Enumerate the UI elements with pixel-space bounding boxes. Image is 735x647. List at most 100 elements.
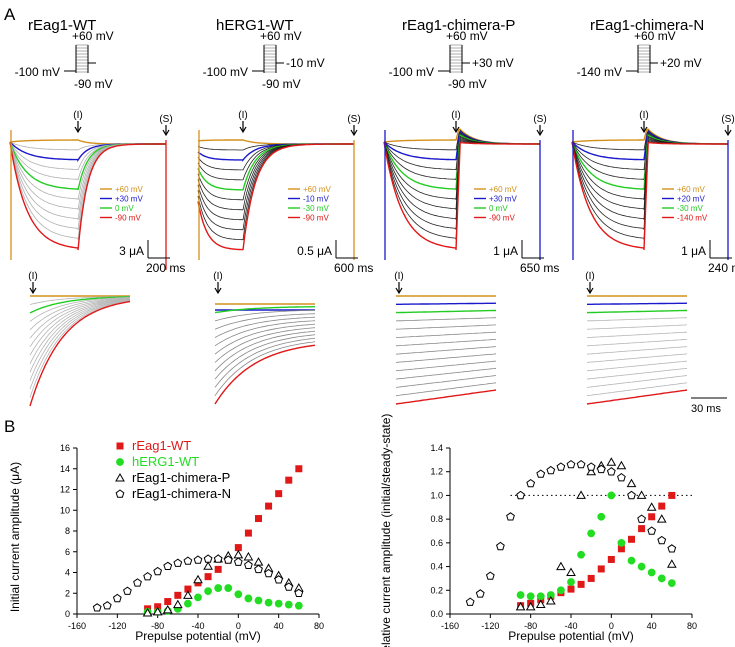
- data-point: [294, 601, 303, 610]
- marker-steady: (S): [347, 114, 360, 125]
- trace-markers: (I) (S): [73, 110, 173, 137]
- data-point: [285, 476, 293, 484]
- data-point: [294, 588, 304, 597]
- current-traces: [9, 130, 167, 270]
- data-point: [142, 607, 153, 617]
- zoom-marker-initial: (I): [394, 271, 403, 282]
- chart1-ylabel: Initial current amplitude (μA): [8, 462, 22, 612]
- data-point: [617, 538, 626, 547]
- legend-entry: 0 mV: [489, 204, 508, 213]
- protocol-right-label: -10 mV: [286, 56, 325, 70]
- panel-label-a: A: [4, 5, 16, 24]
- protocol-bottom-label: -90 mV: [448, 77, 487, 91]
- chart2-xlabel: Prepulse potential (mV): [508, 629, 633, 643]
- data-point: [133, 578, 142, 587]
- data-point: [233, 549, 244, 559]
- voltage-protocol: +60 mV -100 mV -90 mV +30 mV: [389, 29, 514, 91]
- data-point: [566, 459, 576, 469]
- protocol-left-label: -140 mV: [577, 65, 622, 79]
- legend-entry: +60 mV: [677, 185, 705, 194]
- data-point: [112, 593, 122, 603]
- data-point: [626, 478, 637, 488]
- x-tick-label: 40: [274, 621, 284, 631]
- data-point: [183, 590, 193, 599]
- data-point: [616, 460, 627, 470]
- chart-initial-amplitude: -160 -120 -80 -40 0 40 80 0 2 4 6 8 10 12 14 16 Prepuls…: [8, 438, 324, 643]
- legend-entry: -140 mV: [677, 214, 708, 223]
- data-point: [627, 556, 636, 565]
- data-point: [203, 561, 213, 570]
- data-point: [143, 571, 152, 581]
- y-tick-label: 2: [65, 588, 70, 598]
- data-point: [545, 595, 556, 605]
- protocol-bottom-label: -90 mV: [262, 77, 301, 91]
- data-point: [244, 560, 253, 569]
- data-point: [244, 529, 252, 537]
- data-point: [174, 591, 182, 599]
- marker-steady: (S): [533, 114, 546, 125]
- data-point: [576, 490, 586, 499]
- legend-marker: [115, 472, 125, 482]
- data-point: [647, 526, 657, 535]
- x-tick-label: -160: [441, 621, 459, 631]
- protocol-right-label: +30 mV: [472, 56, 514, 70]
- data-point: [172, 599, 183, 609]
- data-point: [162, 604, 173, 614]
- data-point: [656, 514, 667, 523]
- x-tick-label: 40: [647, 621, 657, 631]
- trace-markers: (I) (S): [639, 110, 735, 137]
- data-point: [597, 512, 606, 521]
- data-point: [637, 562, 646, 571]
- legend-entry: -10 mV: [303, 195, 329, 204]
- x-tick-label: -80: [524, 621, 537, 631]
- x-tick-label: -160: [68, 621, 86, 631]
- data-point: [214, 565, 222, 573]
- chart1-legend: rEag1-WThERG1-WTrEag1-chimera-PrEag1-chi…: [115, 438, 231, 501]
- data-point: [233, 557, 243, 566]
- data-point: [275, 490, 283, 498]
- zoom-marker-initial: (I): [28, 271, 37, 282]
- scalebar-amplitude: 1 μA: [493, 244, 518, 258]
- voltage-protocol: +60 mV -100 mV -90 mV: [15, 29, 114, 91]
- legend-entry: +20 mV: [677, 195, 705, 204]
- protocol-left-label: -100 mV: [203, 65, 248, 79]
- construct-panel: rEag1-chimera-N+60 mV-140 mV+20 mV(I) (S)…: [571, 17, 735, 275]
- data-point: [234, 590, 243, 599]
- y-tick-label: 14: [60, 464, 70, 474]
- data-point: [163, 561, 173, 570]
- data-point: [647, 568, 656, 577]
- legend-entry: -90 mV: [303, 214, 329, 223]
- data-point: [607, 491, 616, 500]
- zoom-marker-initial: (I): [213, 271, 222, 282]
- data-point: [586, 462, 596, 471]
- scalebar-amplitude: 1 μA: [681, 244, 706, 258]
- data-point: [536, 592, 545, 601]
- x-tick-label: -120: [481, 621, 499, 631]
- data-point: [274, 599, 283, 608]
- data-point: [204, 573, 212, 581]
- y-tick-label: 8: [65, 526, 70, 536]
- data-point: [183, 556, 193, 565]
- data-point: [536, 469, 546, 478]
- y-tick-label: 0.2: [430, 585, 443, 595]
- construct-panel: rEag1-WT+60 mV-100 mV-90 mV(I) (S)+60 mV+…: [9, 17, 185, 275]
- data-point: [295, 465, 303, 473]
- data-point: [617, 472, 626, 482]
- data-point: [627, 490, 636, 500]
- trace-markers: (I) (S): [451, 110, 547, 137]
- data-point: [667, 544, 677, 553]
- legend-entry: 0 mV: [115, 204, 134, 213]
- data-point: [506, 512, 515, 521]
- current-trace-panels: rEag1-WT+60 mV-100 mV-90 mV(I) (S)+60 mV+…: [9, 17, 735, 275]
- data-point: [496, 541, 505, 551]
- marker-initial: (I): [451, 110, 460, 121]
- construct-title: rEag1-WT: [28, 17, 96, 34]
- legend-entry: -30 mV: [677, 204, 703, 213]
- trace-legend: +60 mV-10 mV-30 mV-90 mV: [288, 185, 331, 223]
- x-tick-label: -40: [564, 621, 577, 631]
- x-tick-label: -80: [151, 621, 164, 631]
- data-point: [204, 587, 212, 596]
- protocol-top-label: +60 mV: [634, 29, 676, 43]
- zoom-scalebar-time: 30 ms: [691, 403, 721, 415]
